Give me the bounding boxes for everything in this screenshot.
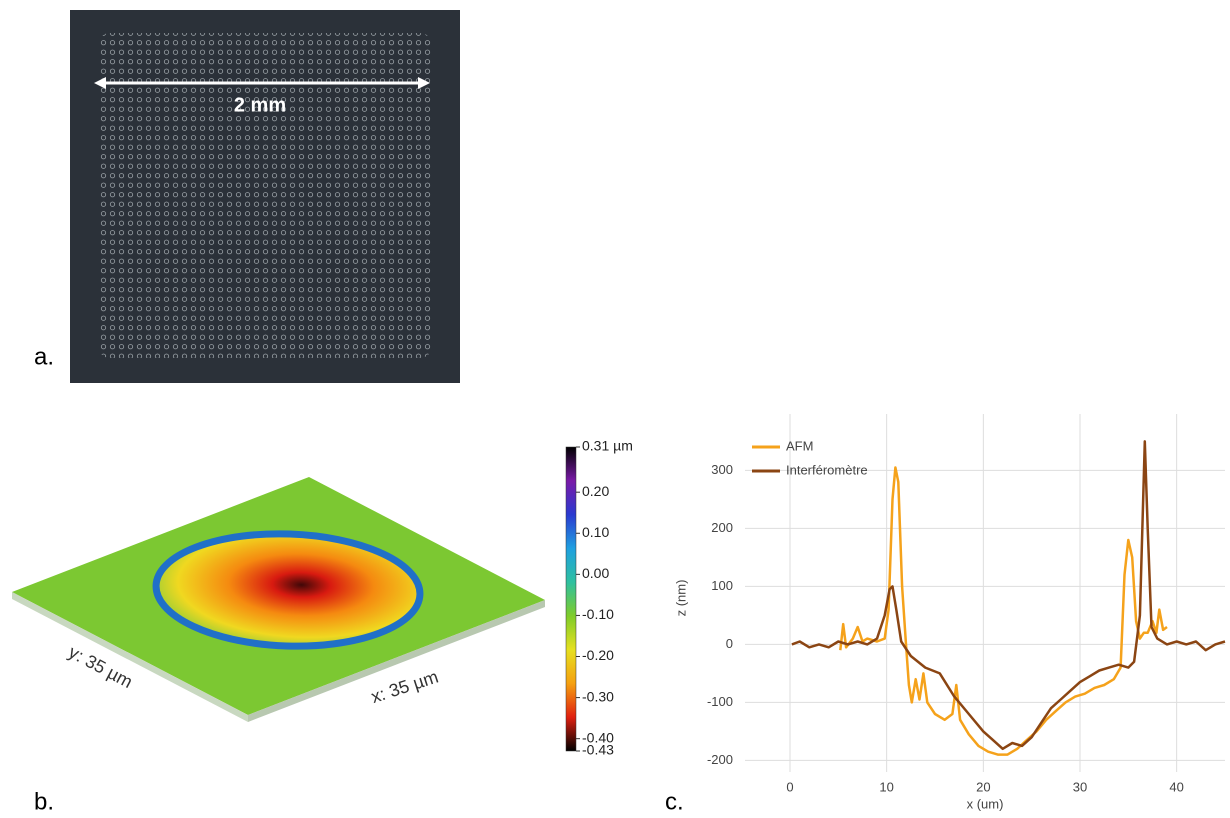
legend-label: AFM [786,438,813,453]
scale-label: 2 mm [234,94,286,116]
colorbar-label: 0.00 [582,565,609,581]
crater [152,530,424,650]
data-line [791,440,1226,751]
panel-label: c. [665,788,684,815]
data-line [839,466,1168,756]
colorbar-label: 0.20 [582,483,609,499]
y-tick-label: 100 [711,578,733,593]
colorbar-label: -0.20 [582,647,614,663]
y-tick-label: 0 [726,636,733,651]
colorbar-label: -0.30 [582,688,614,704]
panel-label: b. [34,788,54,815]
surface-edge [248,600,545,722]
x-tick-label: 40 [1169,779,1183,794]
x-tick-label: 10 [879,779,893,794]
colorbar-label: -0.10 [582,606,614,622]
x-tick-label: 20 [976,779,990,794]
x-tick-label: 0 [786,779,793,794]
surface-edge [12,592,248,722]
arrow-head [418,77,430,89]
y-tick-label: -200 [707,752,733,767]
colorbar-label: 0.10 [582,524,609,540]
y-tick-label: -100 [707,694,733,709]
colorbar-label: 0.31 µm [582,438,633,454]
dot-array [98,33,432,358]
colorbar [565,446,577,752]
y-tick-label: 200 [711,520,733,535]
x-tick-label: 30 [1073,779,1087,794]
x-axis-label: x: 35 µm [369,667,441,707]
x-axis-title: x (um) [967,796,1004,811]
y-tick-label: 300 [711,462,733,477]
colorbar-label: -0.43 [582,742,614,758]
panel-label: a. [34,343,54,370]
arrow-head [94,77,106,89]
legend-label: Interféromètre [786,462,868,477]
y-axis-title: z (nm) [673,580,688,617]
colorbar-label: -0.40 [582,729,614,745]
